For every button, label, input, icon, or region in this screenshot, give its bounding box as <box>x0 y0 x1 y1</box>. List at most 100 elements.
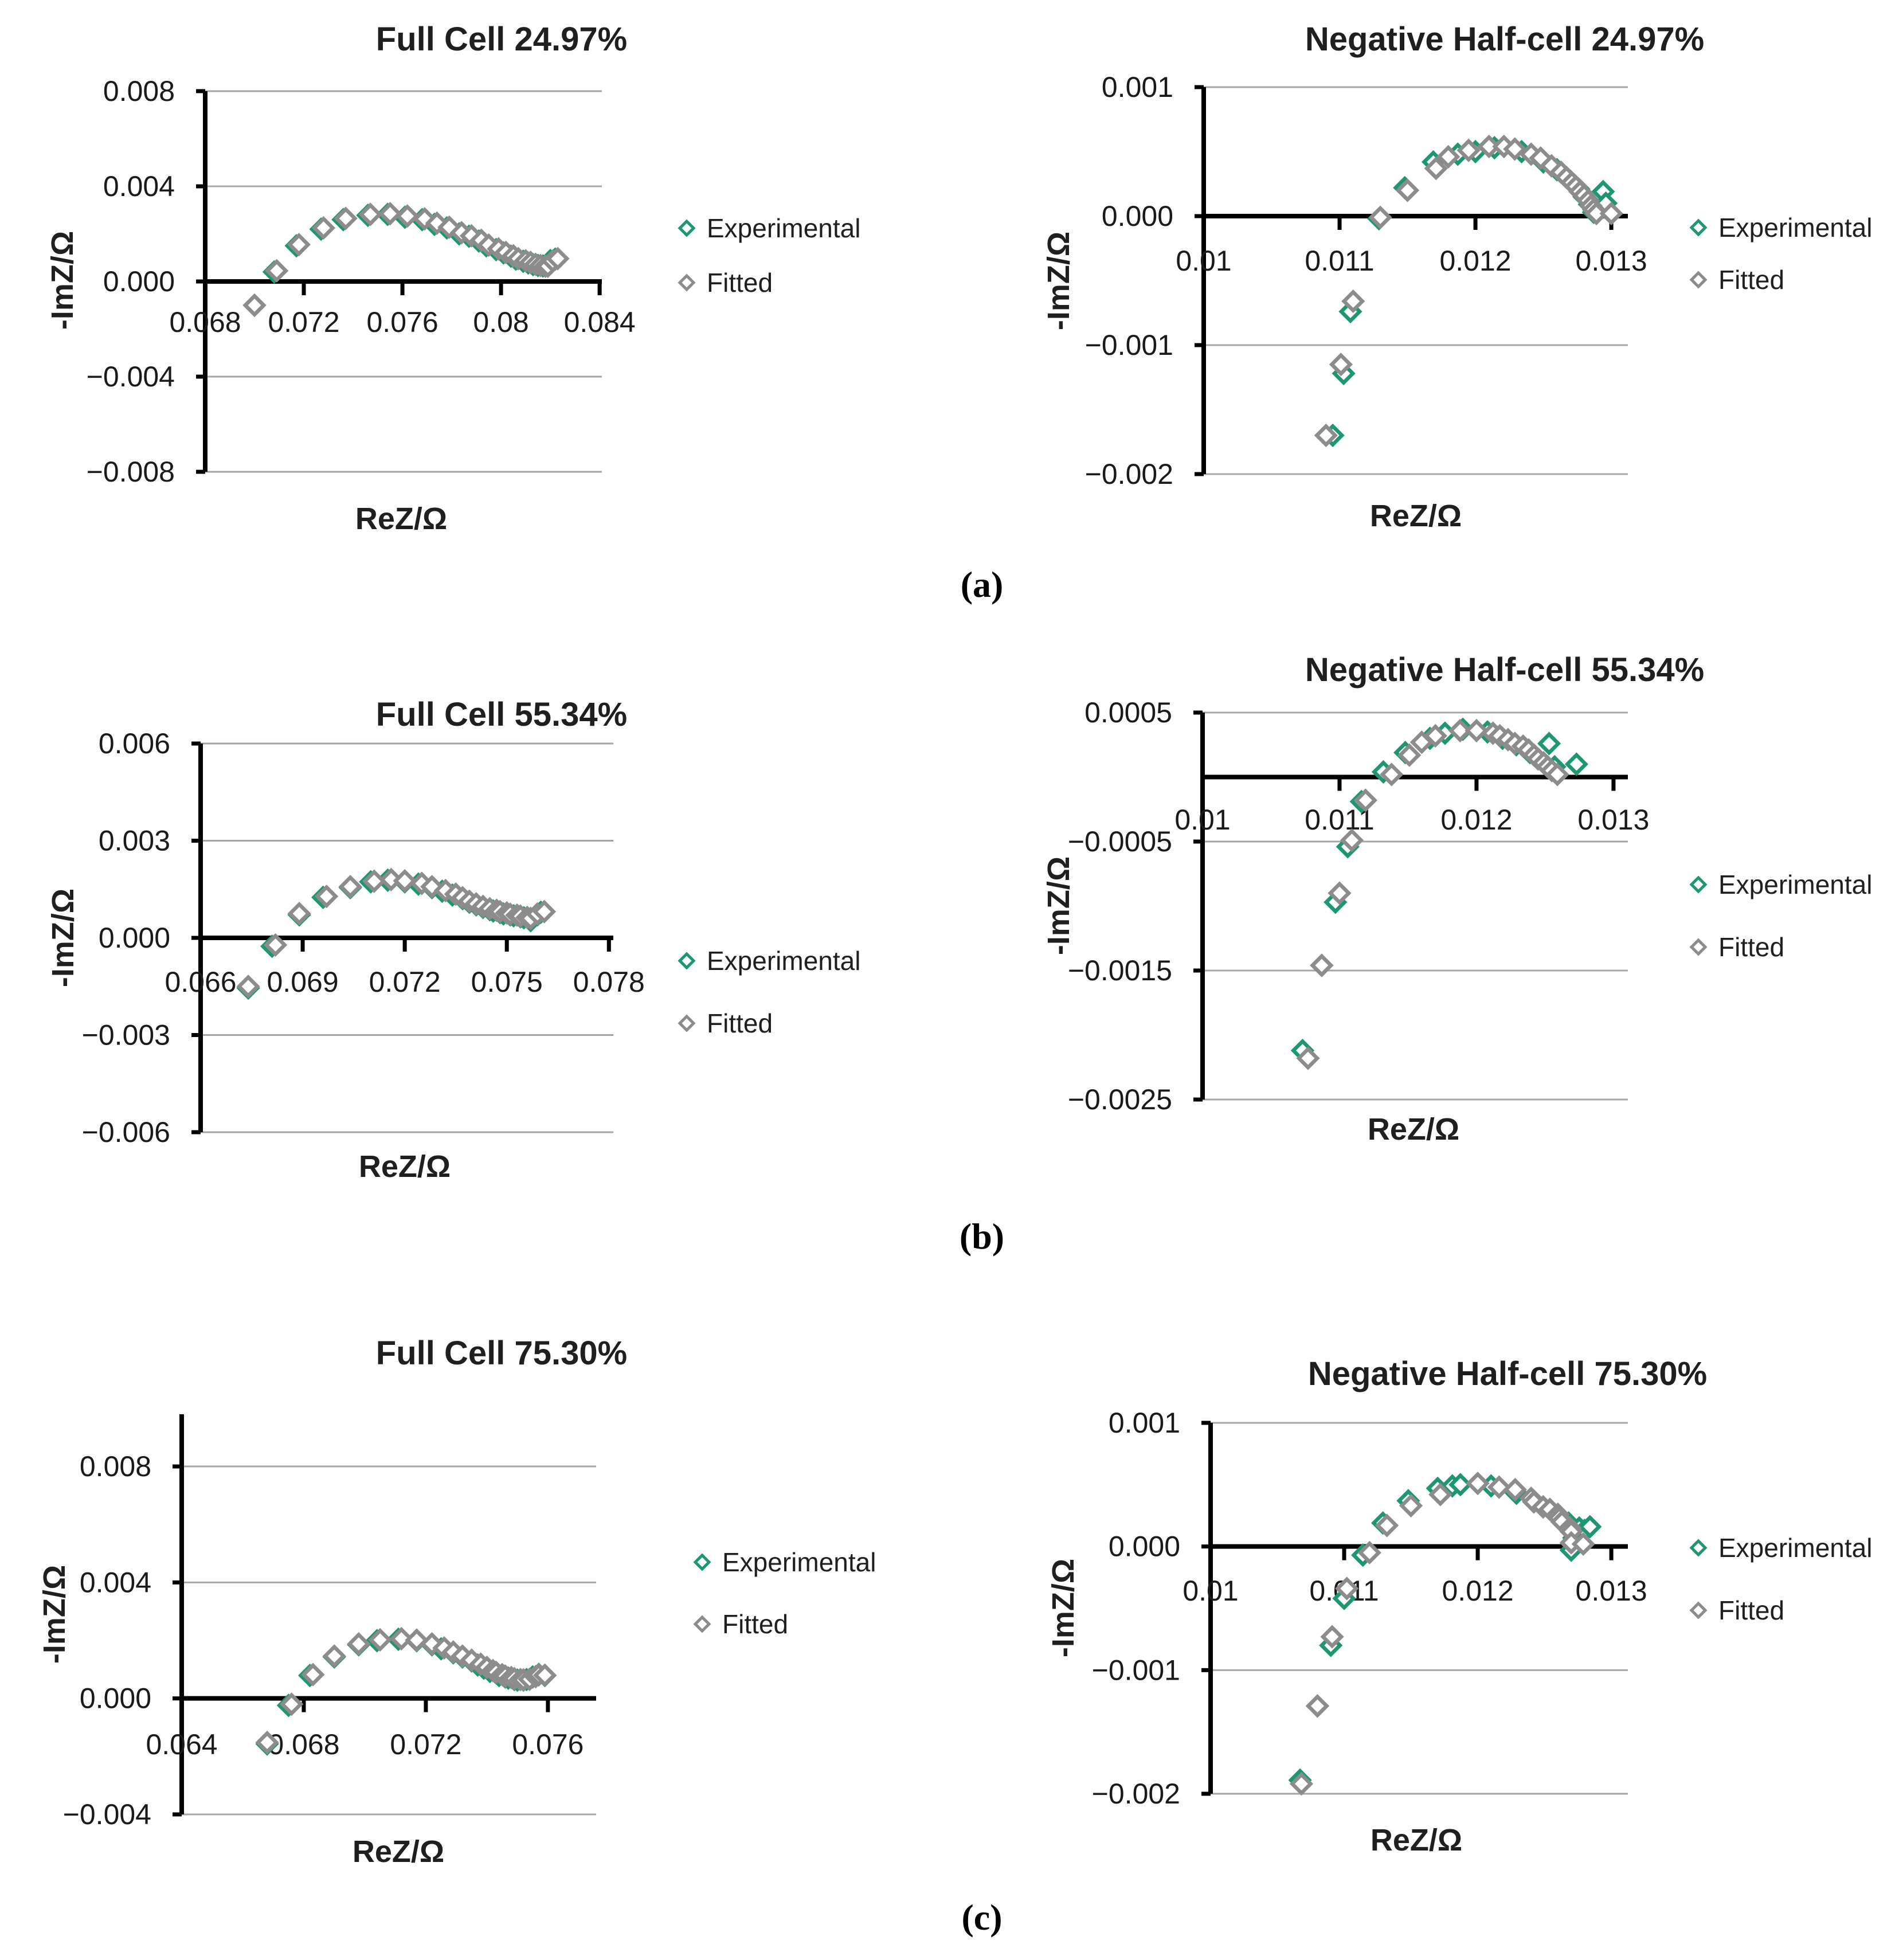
svg-text:0.004: 0.004 <box>80 1566 151 1598</box>
svg-text:0.0005: 0.0005 <box>1084 697 1172 729</box>
fitted-marker-icon <box>1689 1601 1708 1619</box>
svg-text:−0.002: −0.002 <box>1092 1778 1180 1810</box>
legend-label: Experimental <box>722 1547 876 1577</box>
svg-text:0.068: 0.068 <box>169 306 241 338</box>
legend-label: Fitted <box>722 1609 789 1639</box>
legend-label: Experimental <box>1718 1533 1873 1563</box>
experimental-marker-icon <box>678 219 696 237</box>
legend-label: Experimental <box>1718 870 1873 899</box>
svg-text:0.084: 0.084 <box>564 306 636 338</box>
x-axis-label: ReZ/Ω <box>358 1149 451 1184</box>
legend-item-fitted: Fitted <box>1689 261 1784 298</box>
svg-text:0.075: 0.075 <box>471 966 543 998</box>
y-axis-label: -ImZ/Ω <box>1041 231 1076 331</box>
svg-text:−0.004: −0.004 <box>63 1798 151 1830</box>
svg-text:0.001: 0.001 <box>1102 71 1173 103</box>
svg-text:−0.004: −0.004 <box>87 361 175 393</box>
svg-text:−0.001: −0.001 <box>1092 1654 1180 1686</box>
svg-text:−0.001: −0.001 <box>1085 329 1173 361</box>
svg-text:0.076: 0.076 <box>512 1728 584 1761</box>
experimental-marker-icon <box>1689 875 1708 894</box>
svg-text:0.066: 0.066 <box>165 966 236 998</box>
svg-text:0.069: 0.069 <box>267 966 339 998</box>
legend-label: Experimental <box>707 946 861 976</box>
x-axis-label: ReZ/Ω <box>1369 499 1462 533</box>
legend-item-experimental: Experimental <box>677 942 860 979</box>
svg-text:0.068: 0.068 <box>268 1728 339 1761</box>
svg-text:0.000: 0.000 <box>80 1683 151 1715</box>
svg-text:0.064: 0.064 <box>146 1728 217 1761</box>
chart-title-full-cell-7530: Full Cell 75.30% <box>375 1335 628 1372</box>
chart-title-full-cell-2497: Full Cell 24.97% <box>375 21 628 58</box>
legend-label: Experimental <box>707 213 861 243</box>
legend-item-fitted: Fitted <box>1689 1592 1784 1629</box>
legend-item-fitted: Fitted <box>1689 929 1784 965</box>
svg-text:0.008: 0.008 <box>80 1450 151 1482</box>
legend-item-experimental: Experimental <box>1689 866 1872 903</box>
fitted-marker-icon <box>678 1014 696 1032</box>
x-axis-label: ReZ/Ω <box>1367 1112 1460 1147</box>
svg-text:0.072: 0.072 <box>390 1728 461 1761</box>
svg-text:0.001: 0.001 <box>1109 1407 1180 1439</box>
svg-text:0.000: 0.000 <box>99 922 170 954</box>
legend-item-fitted: Fitted <box>677 1005 773 1042</box>
svg-text:0.072: 0.072 <box>369 966 441 998</box>
experimental-marker-icon <box>693 1553 711 1571</box>
legend-item-fitted: Fitted <box>692 1606 788 1642</box>
svg-text:0.08: 0.08 <box>473 306 528 338</box>
legend-item-experimental: Experimental <box>1689 1529 1872 1566</box>
legend-label: Fitted <box>707 1008 773 1038</box>
svg-text:0.008: 0.008 <box>103 75 175 107</box>
legend-label: Fitted <box>1718 1595 1785 1625</box>
svg-text:0.003: 0.003 <box>99 825 170 857</box>
y-axis-label: -ImZ/Ω <box>37 1564 72 1664</box>
fitted-marker-icon <box>1689 271 1708 289</box>
chart-title-full-cell-5534: Full Cell 55.34% <box>375 696 628 733</box>
legend-item-fitted: Fitted <box>677 264 773 301</box>
svg-text:0.013: 0.013 <box>1577 804 1649 836</box>
chart-title-neg-half-2497: Negative Half-cell 24.97% <box>1305 21 1705 58</box>
y-axis-label: -ImZ/Ω <box>1041 856 1076 956</box>
svg-text:0.000: 0.000 <box>103 265 175 298</box>
svg-text:0.013: 0.013 <box>1576 245 1647 277</box>
row-label-a: (a) <box>960 564 1004 605</box>
legend-label: Fitted <box>1718 932 1785 962</box>
y-axis-label: -ImZ/Ω <box>45 230 80 330</box>
fitted-marker-icon <box>678 273 696 292</box>
row-label-c: (c) <box>961 1897 1003 1938</box>
fitted-marker-icon <box>1689 938 1708 956</box>
x-axis-label: ReZ/Ω <box>352 1834 445 1869</box>
experimental-marker-icon <box>1689 218 1708 237</box>
svg-text:−0.0015: −0.0015 <box>1068 954 1172 987</box>
experimental-marker-icon <box>1689 1539 1708 1557</box>
experimental-marker-icon <box>678 952 696 970</box>
svg-text:0.004: 0.004 <box>103 170 175 202</box>
chart-title-neg-half-7530: Negative Half-cell 75.30% <box>1307 1355 1708 1392</box>
fitted-marker-icon <box>693 1615 711 1633</box>
svg-text:0.01: 0.01 <box>1176 245 1231 277</box>
svg-text:0.076: 0.076 <box>367 306 438 338</box>
legend-label: Experimental <box>1718 213 1873 242</box>
legend-label: Fitted <box>1718 265 1785 295</box>
svg-text:0.006: 0.006 <box>99 727 170 760</box>
svg-text:−0.008: −0.008 <box>87 456 175 488</box>
svg-text:0.000: 0.000 <box>1102 200 1173 232</box>
svg-text:−0.002: −0.002 <box>1085 458 1173 490</box>
legend-item-experimental: Experimental <box>677 210 860 247</box>
svg-text:0.012: 0.012 <box>1439 245 1511 277</box>
svg-text:0.072: 0.072 <box>268 306 339 338</box>
svg-text:0.013: 0.013 <box>1576 1575 1647 1607</box>
svg-text:−0.006: −0.006 <box>82 1116 170 1148</box>
y-axis-label: -ImZ/Ω <box>46 888 80 988</box>
svg-text:0.078: 0.078 <box>573 966 645 998</box>
legend-item-experimental: Experimental <box>1689 209 1872 246</box>
chart-title-neg-half-5534: Negative Half-cell 55.34% <box>1305 651 1705 688</box>
x-axis-label: ReZ/Ω <box>1370 1823 1463 1857</box>
legend-label: Fitted <box>707 268 773 298</box>
legend-item-experimental: Experimental <box>692 1544 876 1580</box>
x-axis-label: ReZ/Ω <box>355 502 448 536</box>
svg-text:0.01: 0.01 <box>1183 1575 1238 1607</box>
svg-text:−0.003: −0.003 <box>82 1019 170 1051</box>
